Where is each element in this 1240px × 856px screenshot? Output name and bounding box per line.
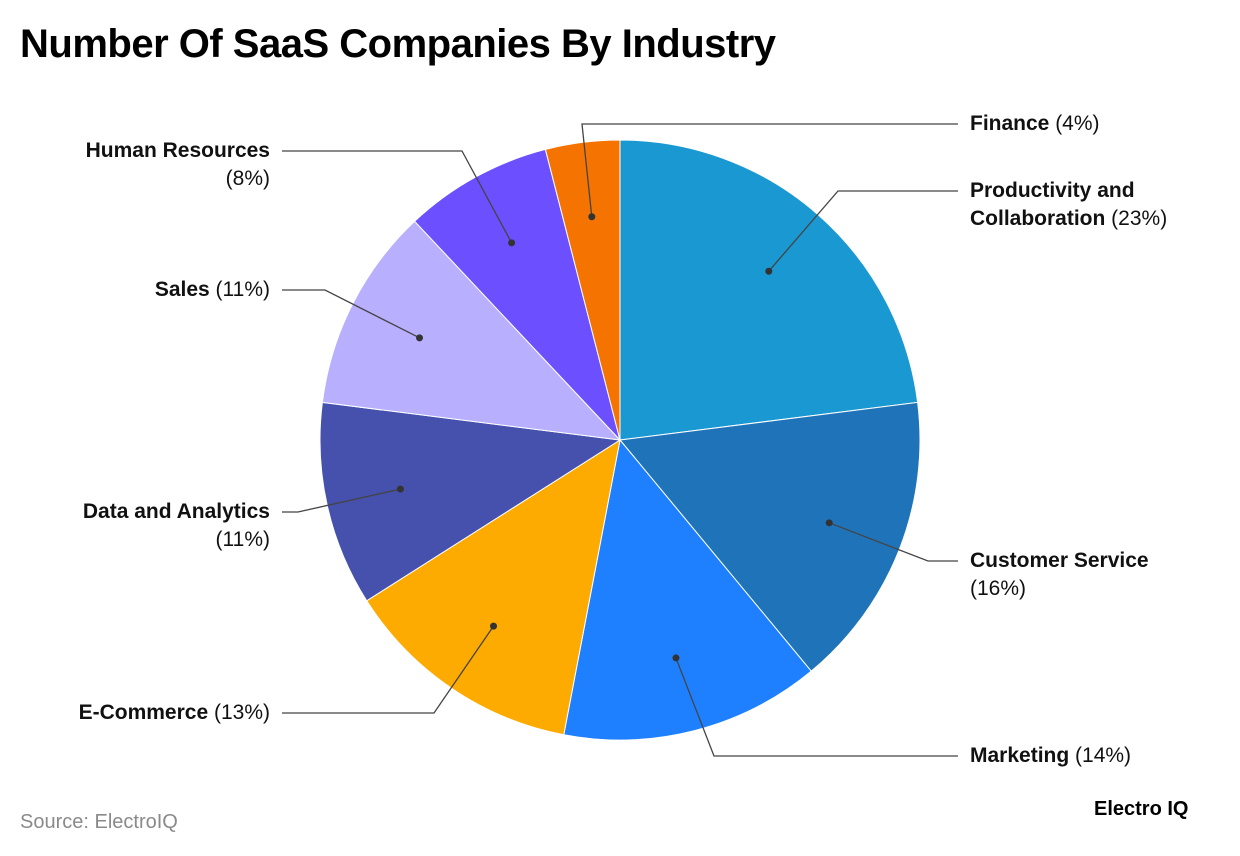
electroiq-logo: Electro IQ bbox=[1094, 798, 1189, 820]
data-label-value: (14%) bbox=[1069, 744, 1132, 767]
data-label-name: Customer Service bbox=[970, 549, 1149, 572]
leader-dot bbox=[416, 334, 424, 342]
data-label: Human Resources (8%) bbox=[40, 137, 270, 193]
leader-line bbox=[282, 150, 513, 244]
leader-dot bbox=[765, 267, 773, 275]
data-label: Sales (11%) bbox=[40, 276, 270, 304]
leader-line bbox=[282, 289, 420, 339]
data-label-value: (4%) bbox=[1049, 112, 1100, 135]
data-label-value: (8%) bbox=[225, 167, 270, 190]
leader-dot bbox=[672, 654, 680, 662]
data-label-name: Productivity and Collaboration bbox=[970, 179, 1135, 230]
data-label-value: (11%) bbox=[209, 278, 270, 301]
data-label-name: Human Resources bbox=[85, 139, 270, 162]
data-label: Marketing (14%) bbox=[970, 742, 1210, 770]
leader-line bbox=[282, 488, 401, 513]
leader-line bbox=[828, 522, 958, 562]
leader-dot bbox=[508, 239, 516, 247]
data-label-name: E-Commerce bbox=[78, 701, 209, 724]
chart-title: Number Of SaaS Companies By Industry bbox=[20, 22, 776, 66]
data-label: Customer Service (16%) bbox=[970, 547, 1170, 603]
pie-slice-finance bbox=[544, 139, 621, 441]
data-label-value: (23%) bbox=[1105, 207, 1168, 230]
leader-dot bbox=[588, 213, 596, 221]
pie-slice-marketing bbox=[563, 438, 812, 741]
leader-line bbox=[768, 190, 958, 272]
leader-dot bbox=[490, 622, 498, 630]
pie-slice-productivity-and-collaboration bbox=[619, 139, 919, 441]
data-label-name: Finance bbox=[970, 112, 1050, 135]
leader-dot bbox=[825, 519, 833, 527]
data-label: Finance (4%) bbox=[970, 110, 1210, 138]
data-label: Data and Analytics (11%) bbox=[40, 498, 270, 554]
data-label: E-Commerce (13%) bbox=[20, 699, 270, 727]
leader-line bbox=[675, 657, 958, 757]
data-label-value: (11%) bbox=[215, 528, 270, 551]
source-note: Source: ElectroIQ bbox=[20, 811, 178, 833]
data-label-value: (16%) bbox=[970, 577, 1027, 600]
data-label-name: Marketing bbox=[970, 744, 1070, 767]
data-label: Productivity and Collaboration (23%) bbox=[970, 177, 1200, 233]
data-label-name: Data and Analytics bbox=[82, 500, 270, 523]
data-label-name: Sales bbox=[154, 278, 210, 301]
data-label-value: (13%) bbox=[208, 701, 270, 724]
leader-line bbox=[282, 625, 495, 714]
leader-dot bbox=[396, 485, 404, 493]
leader-line bbox=[581, 123, 958, 217]
